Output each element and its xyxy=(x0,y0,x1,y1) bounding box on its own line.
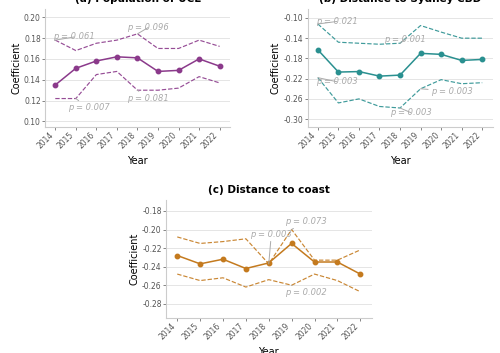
Text: p = 0.003: p = 0.003 xyxy=(420,87,472,96)
Y-axis label: Coefficient: Coefficient xyxy=(11,42,21,94)
Text: p = 0.061: p = 0.061 xyxy=(53,32,95,42)
Text: p = 0.003: p = 0.003 xyxy=(250,230,292,264)
X-axis label: Year: Year xyxy=(258,347,279,353)
Text: p = 0.096: p = 0.096 xyxy=(127,23,169,34)
Title: (c) Distance to coast: (c) Distance to coast xyxy=(208,185,330,195)
X-axis label: Year: Year xyxy=(390,156,410,166)
Y-axis label: Coefficient: Coefficient xyxy=(271,42,281,94)
Text: p = 0.007: p = 0.007 xyxy=(68,98,110,113)
Title: (a) Population of UCL: (a) Population of UCL xyxy=(74,0,200,4)
Y-axis label: Coefficient: Coefficient xyxy=(129,233,139,285)
Text: p = 0.073: p = 0.073 xyxy=(285,217,327,229)
Text: p = 0.001: p = 0.001 xyxy=(384,35,426,44)
Text: p = 0.021: p = 0.021 xyxy=(316,17,358,26)
Text: p = 0.081: p = 0.081 xyxy=(127,90,169,103)
Text: p = 0.002: p = 0.002 xyxy=(285,285,327,297)
X-axis label: Year: Year xyxy=(127,156,148,166)
Text: p = 0.003: p = 0.003 xyxy=(390,108,432,117)
Text: p = 0.003: p = 0.003 xyxy=(316,77,358,86)
Title: (b) Distance to Sydney CBD: (b) Distance to Sydney CBD xyxy=(319,0,481,4)
